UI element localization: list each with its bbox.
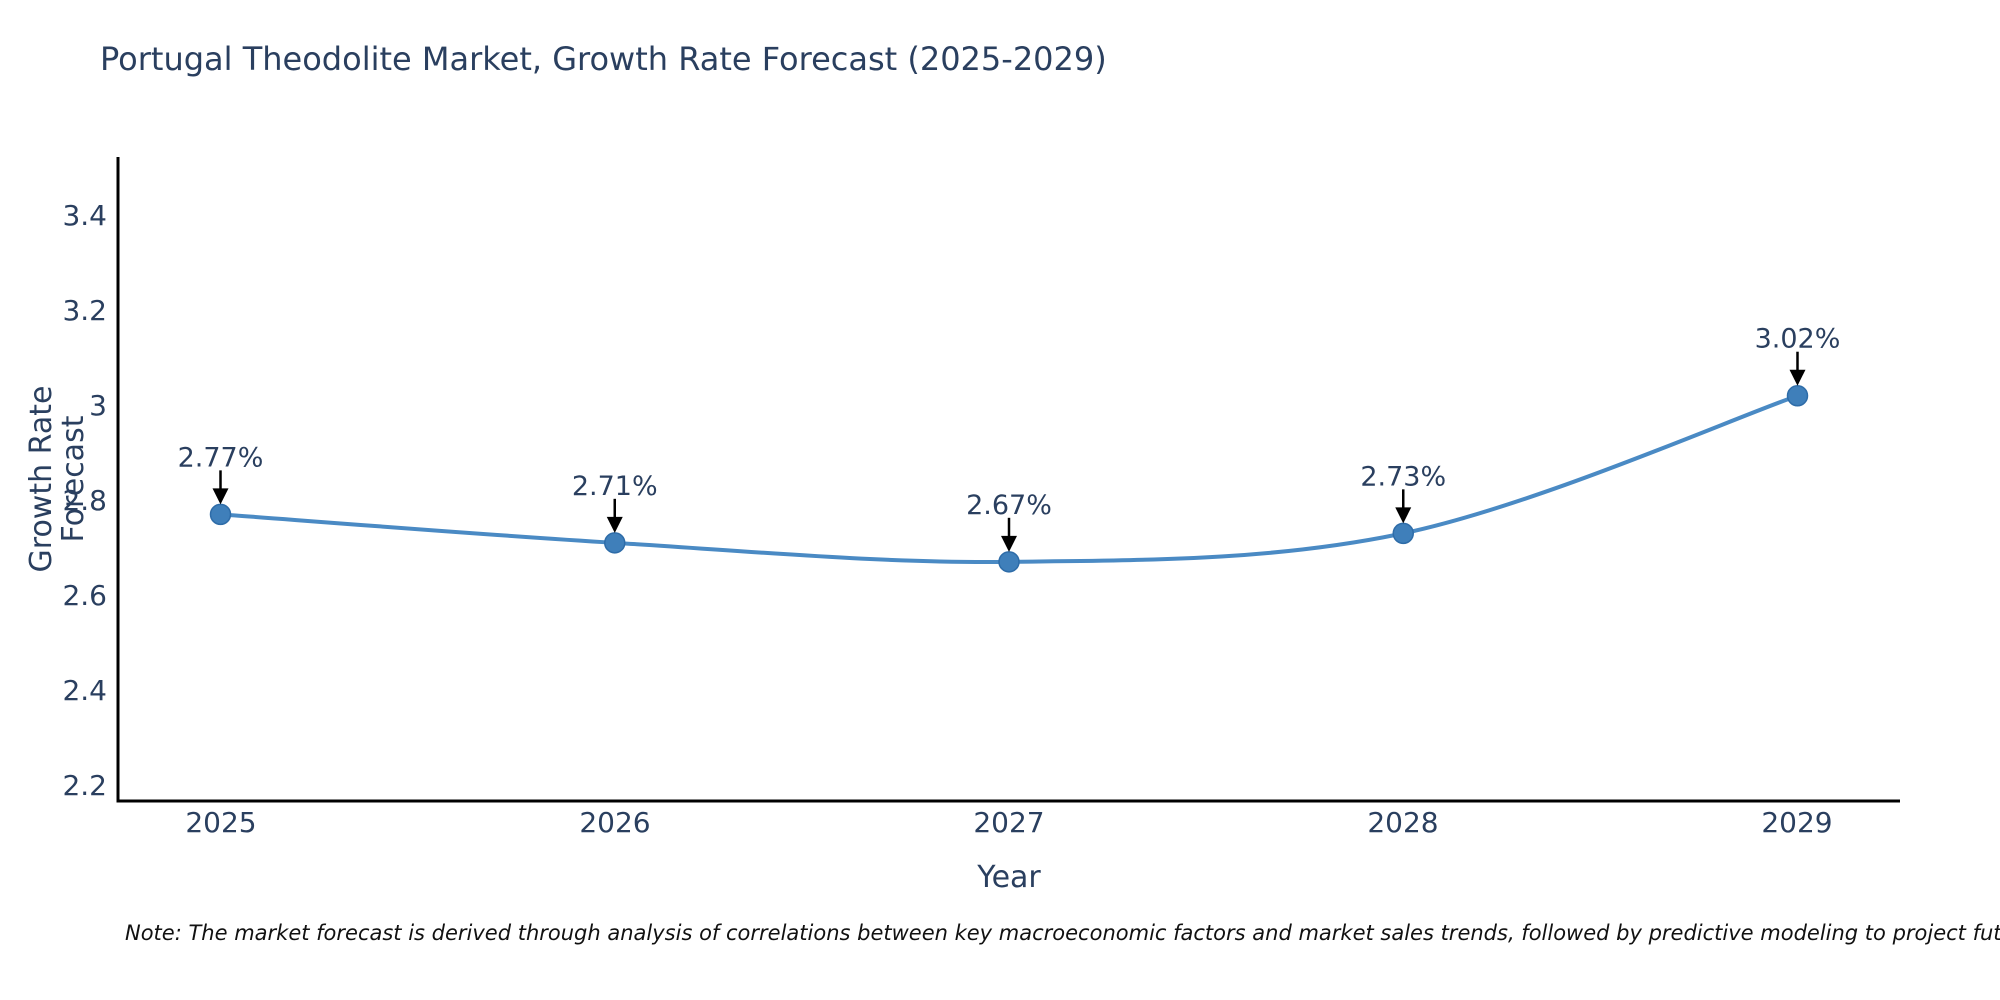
point-label-2026: 2.71% [572, 471, 658, 502]
point-label-2025: 2.77% [178, 442, 264, 473]
y-tick-label-2.4: 2.4 [62, 674, 107, 707]
annotation-arrowhead-2029 [1789, 369, 1806, 386]
y-tick-label-3.2: 3.2 [62, 294, 107, 327]
point-label-2028: 2.73% [1360, 461, 1446, 492]
y-axis-title: Growth Rate Forecast [24, 385, 91, 573]
x-tick-label-2025: 2025 [185, 806, 256, 839]
annotation-arrowhead-2025 [212, 488, 229, 505]
annotation-arrowhead-2027 [1001, 535, 1017, 552]
annotation-arrowhead-2026 [606, 516, 623, 533]
annotation-arrowhead-2028 [1395, 507, 1412, 524]
x-axis-title: Year [977, 860, 1041, 895]
x-tick-label-2028: 2028 [1367, 806, 1438, 839]
y-tick-label-2.2: 2.2 [62, 769, 107, 802]
chart-title: Portugal Theodolite Market, Growth Rate … [100, 40, 1107, 78]
data-point-marker-2026 [604, 532, 626, 554]
y-tick-label-3: 3 [89, 389, 107, 422]
data-point-marker-2027 [998, 551, 1020, 573]
y-tick-label-3.4: 3.4 [62, 199, 107, 232]
x-tick-label-2026: 2026 [579, 806, 650, 839]
y-tick-label-2.8: 2.8 [62, 484, 107, 517]
x-tick-label-2027: 2027 [973, 806, 1044, 839]
footnote: Note: The market forecast is derived thr… [125, 921, 2000, 945]
point-label-2029: 3.02% [1755, 324, 1841, 355]
x-tick-label-2029: 2029 [1761, 806, 1832, 839]
data-point-marker-2028 [1392, 522, 1414, 545]
point-label-2027: 2.67% [966, 490, 1052, 521]
data-point-marker-2029 [1786, 384, 1809, 407]
y-tick-label-2.6: 2.6 [62, 579, 107, 612]
data-point-marker-2025 [209, 503, 232, 526]
